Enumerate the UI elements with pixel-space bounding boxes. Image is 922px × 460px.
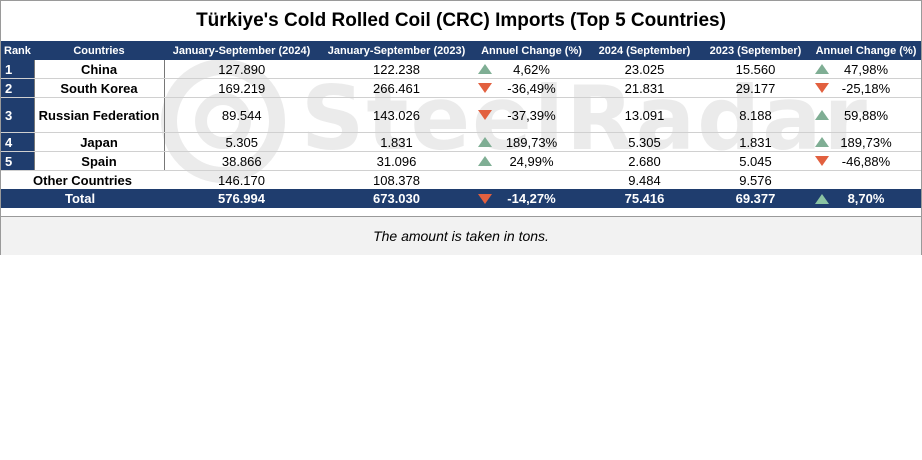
arrow-up-icon: [478, 137, 492, 147]
ytd-2024-cell: 169.219: [164, 78, 319, 98]
ytd-2023-cell: 1.831: [319, 132, 474, 152]
arrow-up-icon: [478, 64, 492, 74]
col-header-sep-2023: 2023 (September): [700, 41, 811, 60]
ytd-2024-cell: 38.866: [164, 151, 319, 171]
other-sep-2023-cell: 9.576: [739, 172, 772, 188]
ytd-2024-cell: 89.544: [164, 97, 319, 133]
ytd-change-cell: 4,62%: [474, 60, 589, 79]
col-header-sep-change: Annuel Change (%): [811, 41, 921, 60]
report-panel: Türkiye's Cold Rolled Coil (CRC) Imports…: [0, 0, 922, 255]
sep-2023-cell: 15.560: [700, 60, 811, 79]
table-title: Türkiye's Cold Rolled Coil (CRC) Imports…: [1, 1, 921, 42]
arrow-up-icon: [478, 156, 492, 166]
total-ytd-2023-cell: 673.030: [319, 189, 474, 208]
country-cell: China: [33, 60, 165, 79]
col-header-countries: Countries: [34, 41, 164, 60]
ytd-2024-cell: 127.890: [164, 60, 319, 79]
sep-change-cell-value: -25,18%: [841, 80, 891, 96]
table-row: 4 Japan 5.305 1.831 189,73% 5.305 1.831 189,73%: [1, 132, 921, 152]
arrow-down-icon: [815, 83, 829, 93]
table-row: 2 South Korea 169.219 266.461 -36,49% 21.831 2…: [1, 78, 921, 98]
arrow-down-icon: [478, 193, 492, 204]
total-ytd-change-cell: -14,27%: [474, 189, 589, 208]
table-row: 1 China 127.890 122.238 4,62% 23.025 15.560 47,…: [1, 60, 921, 79]
ytd-change-cell-value: 189,73%: [505, 134, 558, 150]
ytd-change-cell: 24,99%: [474, 151, 589, 171]
sep-2024-cell: 2.680: [589, 151, 700, 171]
sep-change-cell: 59,88%: [811, 97, 921, 133]
sep-change-cell-value: 47,98%: [843, 61, 889, 77]
arrow-down-icon: [478, 110, 492, 120]
ytd-change-cell: -37,39%: [474, 97, 589, 133]
arrow-up-icon: [815, 137, 829, 147]
col-header-rank: Rank: [1, 41, 34, 60]
sep-change-cell: -25,18%: [811, 78, 921, 98]
ytd-2024-cell: 5.305: [164, 132, 319, 152]
sep-change-cell-value: -46,88%: [841, 153, 891, 169]
sep-change-cell: -46,88%: [811, 151, 921, 171]
rank-cell: 2: [1, 78, 34, 98]
col-header-sep-2024: 2024 (September): [589, 41, 700, 60]
total-sep-change-cell: 8,70%: [811, 189, 921, 208]
total-sep-2023-cell: 69.377: [700, 189, 811, 208]
sep-2023-cell: 5.045: [700, 151, 811, 171]
country-cell: South Korea: [33, 78, 165, 98]
sep-2024-cell: 23.025: [589, 60, 700, 79]
other-countries-row: Other Countries 146.170 108.378 9.484 9.576: [1, 171, 921, 190]
arrow-up-icon: [815, 110, 829, 120]
total-label: Total: [1, 189, 164, 208]
ytd-change-cell-value: -36,49%: [507, 80, 556, 96]
total-sep-2024-cell: 75.416: [589, 189, 700, 208]
sep-change-cell-value: 189,73%: [840, 134, 892, 150]
ytd-2023-cell: 143.026: [319, 97, 474, 133]
arrow-up-icon: [815, 64, 829, 74]
col-header-ytd-change: Annuel Change (%): [474, 41, 589, 60]
total-ytd-change-cell-value: -14,27%: [507, 191, 556, 206]
col-header-ytd-2024: January-September (2024): [164, 41, 319, 60]
ytd-2023-cell: 31.096: [319, 151, 474, 171]
sep-2024-cell: 21.831: [589, 78, 700, 98]
sep-change-cell-value: 59,88%: [843, 107, 889, 123]
arrow-up-icon: [815, 193, 829, 204]
other-ytd-2024-cell: 146.170: [218, 172, 265, 188]
arrow-down-icon: [815, 156, 829, 166]
sep-change-cell: 47,98%: [811, 60, 921, 79]
total-sep-change-cell-value: 8,70%: [847, 191, 885, 206]
country-cell: Russian Federation: [33, 97, 165, 133]
table-row: 3 Russian Federation 89.544 143.026 -37,39% 1…: [1, 97, 921, 133]
ytd-change-cell-value: -37,39%: [507, 107, 556, 123]
rank-cell: 5: [1, 151, 34, 171]
arrow-down-icon: [478, 83, 492, 93]
ytd-change-cell-value: 24,99%: [509, 153, 554, 169]
other-countries-label: Other Countries: [33, 172, 132, 188]
sep-2023-cell: 29.177: [700, 78, 811, 98]
other-ytd-change-cell: [474, 171, 589, 190]
other-sep-2024-cell: 9.484: [628, 172, 661, 188]
ytd-change-cell: 189,73%: [474, 132, 589, 152]
total-ytd-2024-cell: 576.994: [164, 189, 319, 208]
country-cell: Japan: [33, 132, 165, 152]
imports-table: Rank Countries January-September (2024) …: [1, 41, 921, 208]
rank-cell: 4: [1, 132, 34, 152]
header-row: Rank Countries January-September (2024) …: [1, 41, 921, 60]
sep-2023-cell: 1.831: [700, 132, 811, 152]
total-row: Total 576.994 673.030 -14,27% 75.416 69.377 8,…: [1, 189, 921, 208]
sep-2024-cell: 13.091: [589, 97, 700, 133]
units-note: The amount is taken in tons.: [1, 216, 921, 255]
ytd-change-cell-value: 4,62%: [513, 61, 550, 77]
rank-cell: 1: [1, 60, 34, 79]
sep-2023-cell: 8.188: [700, 97, 811, 133]
sep-change-cell: 189,73%: [811, 132, 921, 152]
other-ytd-2023-cell: 108.378: [373, 172, 420, 188]
table-row: 5 Spain 38.866 31.096 24,99% 2.680 5.045 -46,88…: [1, 151, 921, 171]
sep-2024-cell: 5.305: [589, 132, 700, 152]
country-cell: Spain: [33, 151, 165, 171]
ytd-change-cell: -36,49%: [474, 78, 589, 98]
other-sep-change-cell: [811, 171, 921, 190]
rank-cell: 3: [1, 97, 34, 133]
ytd-2023-cell: 266.461: [319, 78, 474, 98]
col-header-ytd-2023: January-September (2023): [319, 41, 474, 60]
ytd-2023-cell: 122.238: [319, 60, 474, 79]
